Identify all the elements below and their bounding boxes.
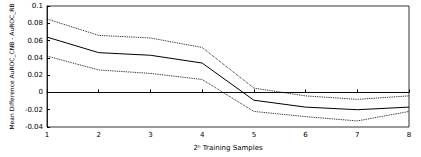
svg-text:5: 5	[252, 131, 256, 139]
svg-text:8: 8	[407, 131, 411, 139]
svg-text:0.1: 0.1	[32, 2, 43, 10]
svg-text:0.06: 0.06	[27, 37, 43, 45]
svg-text:6: 6	[303, 131, 308, 139]
svg-text:7: 7	[355, 131, 359, 139]
svg-text:0.08: 0.08	[27, 19, 43, 27]
svg-text:-0.02: -0.02	[25, 106, 43, 114]
svg-text:Mean Difference AuROC_CNB - Au: Mean Difference AuROC_CNB - AuROC_RB	[8, 3, 16, 129]
svg-text:-0.04: -0.04	[25, 123, 44, 131]
svg-text:1: 1	[45, 131, 49, 139]
svg-text:0.02: 0.02	[27, 71, 43, 79]
svg-text:0.04: 0.04	[27, 54, 43, 62]
svg-text:0: 0	[39, 88, 43, 96]
svg-text:4: 4	[200, 131, 205, 139]
svg-text:3: 3	[148, 131, 152, 139]
svg-text:2: 2	[96, 131, 100, 139]
svg-text:2ⁿ Training Samples: 2ⁿ Training Samples	[193, 144, 263, 152]
